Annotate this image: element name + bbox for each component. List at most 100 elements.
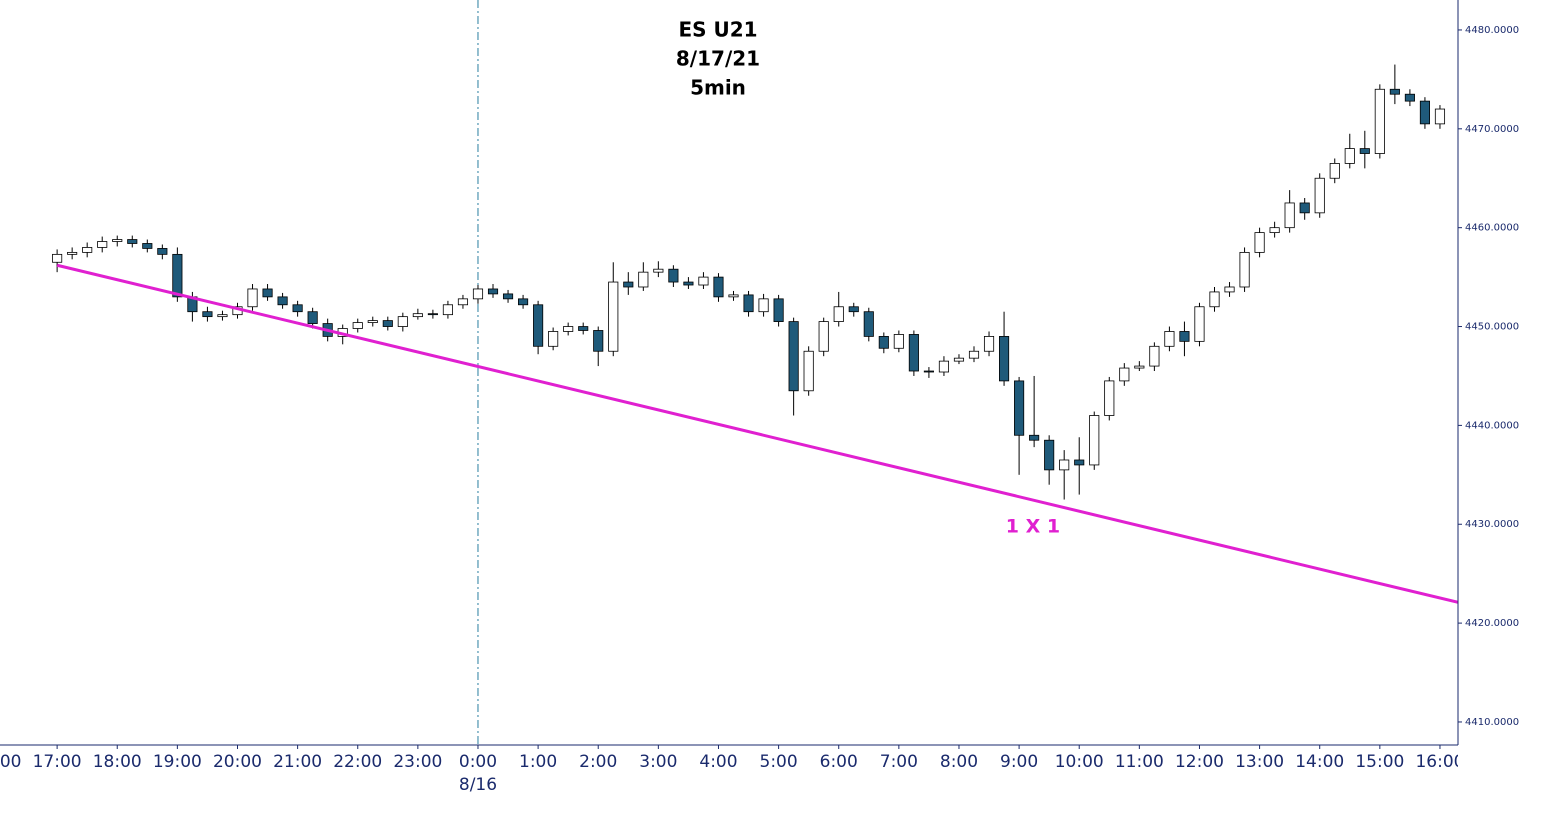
y-tick-label: 4460.0000	[1465, 223, 1519, 234]
x-tick-label: 14:00	[1295, 752, 1344, 772]
x-tick-label: 5:00	[760, 752, 798, 772]
candle-body	[1029, 434, 1040, 441]
candle-body	[923, 370, 934, 373]
candle-body	[1044, 439, 1055, 471]
y-tick-label: 4440.0000	[1465, 420, 1519, 431]
candle-body	[367, 320, 378, 323]
candle-body	[999, 336, 1010, 382]
x-tick-label: 11:00	[1115, 752, 1164, 772]
candle-body	[1374, 88, 1385, 154]
candle-body	[262, 288, 273, 298]
candle-body	[1104, 380, 1115, 416]
x-tick-label: 16:00	[0, 752, 21, 772]
candle-body	[97, 241, 108, 248]
candle-body	[202, 311, 213, 318]
candle-body	[1089, 415, 1100, 466]
x-tick-label: 8:00	[940, 752, 978, 772]
candle-body	[442, 304, 453, 316]
candle-body	[593, 330, 604, 352]
x-tick-label: 22:00	[333, 752, 382, 772]
candle-body	[1239, 251, 1250, 288]
candle-body	[1134, 365, 1145, 369]
candle-body	[1419, 100, 1430, 125]
candle-body	[893, 334, 904, 349]
candle-body	[457, 298, 469, 306]
candle-body	[743, 294, 754, 313]
candle-body	[608, 281, 619, 352]
candle-body	[1329, 163, 1340, 179]
candle-body	[518, 298, 529, 306]
y-tick-label: 4470.0000	[1465, 124, 1519, 135]
candle-body	[863, 311, 874, 337]
candle-body	[1254, 232, 1265, 253]
x-tick-label: 16:00	[1415, 752, 1464, 772]
annotation: 1 X 1	[1006, 516, 1060, 538]
candle-body	[472, 288, 484, 300]
chart-title: ES U21	[678, 18, 757, 42]
x-tick-label: 10:00	[1055, 752, 1104, 772]
candle-body	[968, 350, 980, 359]
candle-body	[878, 336, 889, 349]
session-break-label: 8/16	[459, 775, 497, 795]
candle-body	[1314, 177, 1325, 214]
x-tick-label: 15:00	[1355, 752, 1404, 772]
candle-body	[487, 288, 499, 295]
x-tick-label: 1:00	[519, 752, 557, 772]
candle-body	[848, 306, 859, 313]
candle-body	[52, 253, 63, 263]
candle-body	[1164, 331, 1175, 347]
y-tick-label: 4480.0000	[1465, 25, 1519, 36]
x-axis: 16:00 17:00 18:00 19:00 20:00 21:00 22:00 23:00…	[0, 745, 1464, 772]
candle-body	[833, 306, 844, 322]
candle-body	[713, 276, 724, 298]
candle-body	[247, 288, 258, 308]
x-tick-label: 19:00	[153, 752, 202, 772]
candle-body	[142, 243, 153, 249]
candle-body	[1269, 227, 1280, 234]
chart-title: 5min	[690, 76, 746, 100]
x-tick-label: 13:00	[1235, 752, 1284, 772]
x-tick-label: 12:00	[1175, 752, 1224, 772]
candle-body	[157, 248, 168, 255]
x-tick-label: 6:00	[820, 752, 858, 772]
candle-body	[953, 357, 965, 362]
candle-body	[773, 298, 784, 322]
candle-body	[1284, 202, 1295, 229]
candle-body	[382, 320, 393, 327]
candle-body	[307, 311, 318, 324]
candle-body	[788, 321, 799, 392]
candle-body	[908, 334, 919, 372]
plot-area	[52, 0, 1458, 745]
candle-body	[1434, 108, 1446, 125]
candle-body	[938, 360, 950, 373]
candle-body	[292, 304, 303, 313]
candle-body	[427, 313, 438, 316]
candle-body	[412, 313, 423, 318]
candle-body	[818, 321, 829, 352]
candle-body	[1059, 459, 1070, 471]
trendline	[56, 263, 1458, 604]
y-tick-label: 4420.0000	[1465, 618, 1519, 629]
x-tick-label: 9:00	[1000, 752, 1038, 772]
x-tick-label: 0:00	[459, 752, 497, 772]
candle-body	[758, 298, 769, 313]
x-tick-label: 3:00	[639, 752, 677, 772]
candle-body	[578, 326, 589, 331]
candle-body	[1014, 380, 1025, 436]
candle-body	[638, 271, 649, 288]
y-tick-label: 4450.0000	[1465, 322, 1519, 333]
candle-body	[683, 281, 694, 286]
x-tick-label: 20:00	[213, 752, 262, 772]
x-tick-label: 21:00	[273, 752, 322, 772]
candle-body	[983, 336, 995, 352]
y-tick-label: 4410.0000	[1465, 717, 1519, 728]
candle-body	[397, 316, 408, 327]
x-tick-label: 18:00	[93, 752, 142, 772]
candle-body	[502, 293, 514, 300]
candle-body	[1389, 88, 1400, 95]
candle-body	[1149, 345, 1160, 367]
candle-body	[1359, 148, 1370, 154]
candle-body	[112, 239, 123, 242]
candle-body	[127, 239, 138, 244]
